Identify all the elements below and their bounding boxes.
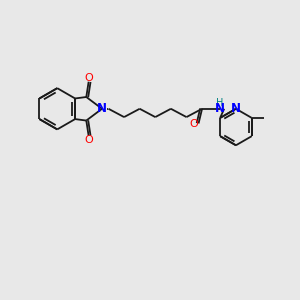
Text: N: N bbox=[231, 102, 241, 115]
Text: O: O bbox=[84, 73, 93, 82]
Text: N: N bbox=[215, 102, 225, 115]
Text: O: O bbox=[190, 119, 199, 129]
Text: H: H bbox=[216, 98, 224, 109]
Text: O: O bbox=[84, 135, 93, 145]
Text: N: N bbox=[97, 102, 107, 115]
